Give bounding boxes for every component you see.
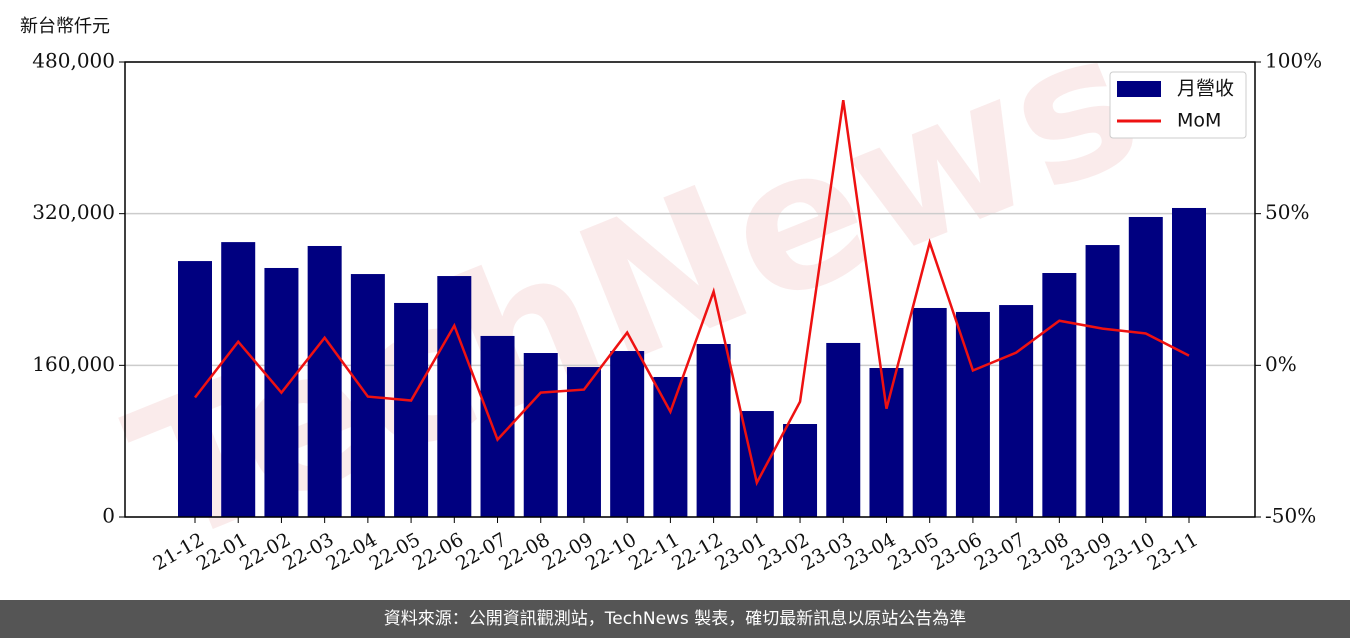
bar (178, 261, 212, 517)
bar (955, 311, 990, 517)
legend-label: 月營收 (1177, 78, 1234, 100)
bar (1172, 207, 1206, 517)
y-tick-label: 320,000 (32, 200, 115, 224)
bar (653, 376, 688, 517)
line (194, 100, 1190, 487)
bar (1042, 273, 1077, 517)
bar (394, 302, 429, 517)
y2-tick-label: 100% (1265, 49, 1322, 73)
bar (869, 367, 904, 517)
bar (437, 276, 472, 517)
bar (307, 245, 342, 517)
source-note: 資料來源：公開資訊觀測站，TechNews 製表，確切最新訊息以原站公告為準 (384, 609, 966, 629)
bar (566, 367, 601, 517)
y-tick-label: 160,000 (32, 352, 115, 376)
bar (999, 305, 1034, 517)
legend-label: MoM (1177, 110, 1221, 132)
y2-tick-label: 0% (1265, 352, 1297, 376)
bar (221, 242, 256, 517)
y2-tick-label: 50% (1265, 200, 1309, 224)
bar (912, 307, 947, 517)
y2-tick-label: -50% (1265, 504, 1316, 528)
bar (826, 342, 861, 517)
bar (1085, 245, 1120, 517)
plot-frame (124, 61, 1256, 518)
x-tick-label: 23-11 (1144, 529, 1202, 575)
bar (610, 351, 645, 517)
bar (783, 424, 818, 517)
footer-bar (0, 600, 1350, 638)
bar (1128, 216, 1163, 517)
bar (696, 344, 731, 517)
bar (523, 353, 558, 517)
y-tick-label: 0 (102, 504, 115, 528)
y-tick-label: 480,000 (32, 49, 115, 73)
y-axis-label: 新台幣仟元 (20, 16, 110, 37)
legend-swatch (1117, 81, 1161, 97)
